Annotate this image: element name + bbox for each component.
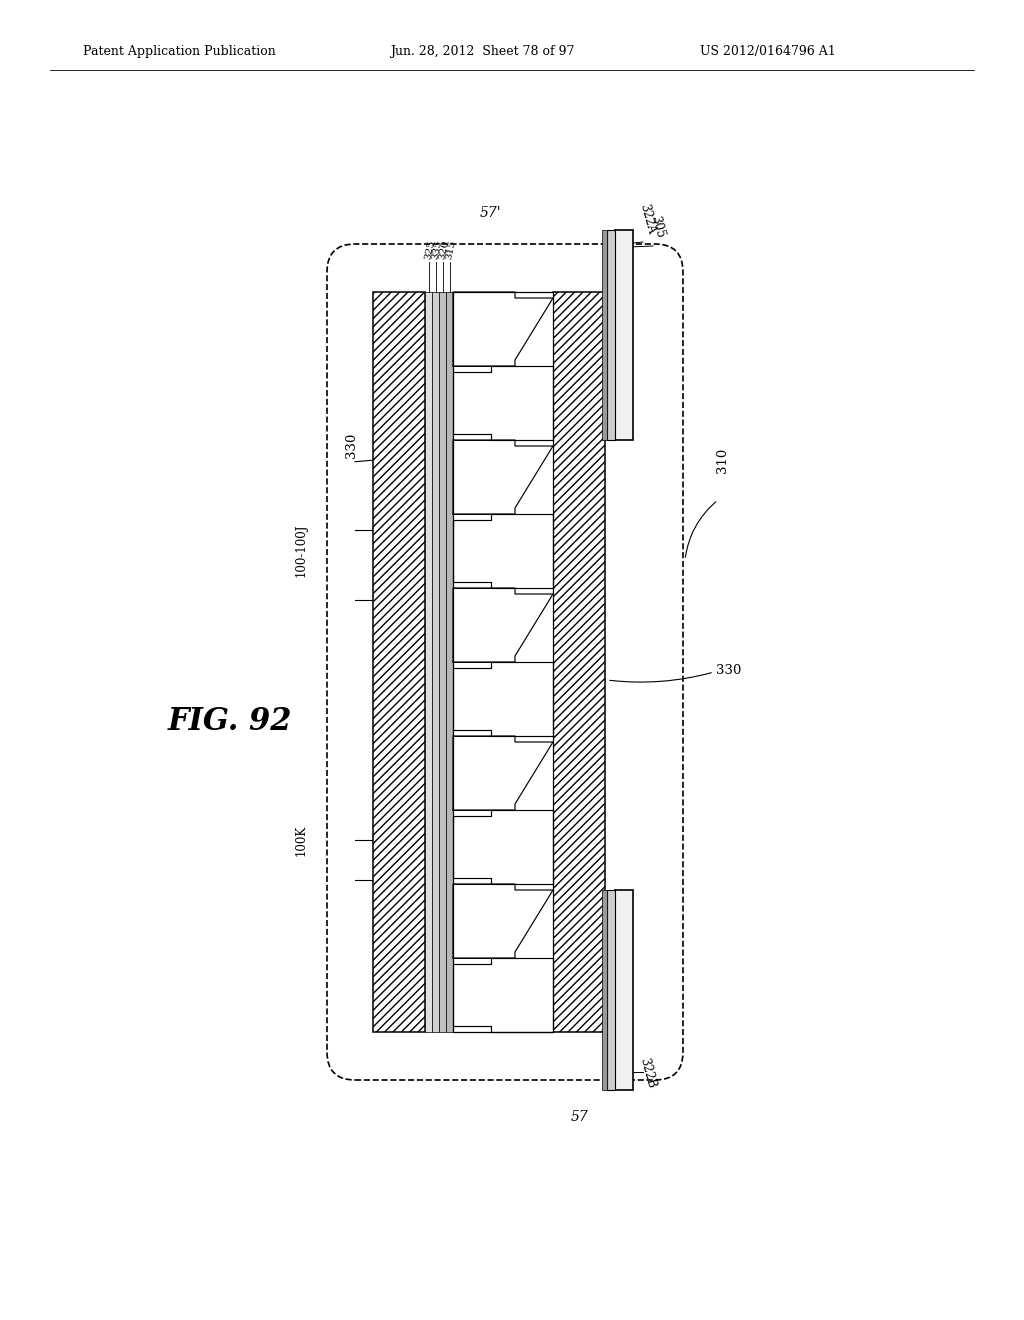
Bar (553, 292, 605, 1032)
Bar (607, 890, 615, 1090)
Text: 325: 325 (423, 239, 436, 260)
Bar (453, 292, 553, 1032)
Bar (373, 292, 425, 1032)
Bar (615, 230, 633, 440)
Bar (425, 292, 432, 1032)
Text: Patent Application Publication: Patent Application Publication (83, 45, 275, 58)
Bar (607, 230, 615, 440)
Bar (446, 292, 453, 1032)
Text: 330: 330 (345, 433, 358, 458)
Text: US 2012/0164796 A1: US 2012/0164796 A1 (700, 45, 836, 58)
Text: 335: 335 (430, 239, 443, 260)
Bar (615, 890, 633, 1090)
Text: 322B: 322B (637, 1057, 657, 1090)
Text: 322A: 322A (637, 202, 657, 235)
Text: 310: 310 (716, 447, 729, 473)
Text: 100-100J: 100-100J (295, 523, 308, 577)
Text: 330: 330 (716, 664, 741, 676)
Text: 320: 320 (437, 239, 450, 260)
Text: 100K: 100K (295, 825, 308, 855)
Bar (602, 230, 607, 440)
Text: 305: 305 (648, 215, 667, 240)
Bar (602, 890, 607, 1090)
Text: FIG. 92: FIG. 92 (168, 706, 293, 737)
Bar (439, 292, 446, 1032)
Bar (432, 292, 439, 1032)
Text: 57': 57' (479, 206, 501, 220)
Text: Jun. 28, 2012  Sheet 78 of 97: Jun. 28, 2012 Sheet 78 of 97 (390, 45, 574, 58)
Text: 315: 315 (444, 239, 457, 260)
Text: 57: 57 (571, 1110, 589, 1125)
